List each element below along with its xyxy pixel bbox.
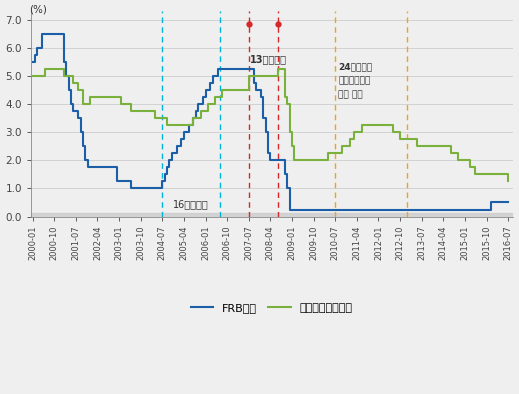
Legend: FRB금리, 한국은행기준금리: FRB금리, 한국은행기준금리 bbox=[187, 299, 357, 318]
Text: 반영 인상: 반영 인상 bbox=[338, 90, 363, 99]
Bar bbox=[31, 213, 513, 219]
Text: 16개월시자: 16개월시자 bbox=[173, 199, 209, 209]
Text: 국내물가상승: 국내물가상승 bbox=[338, 76, 371, 85]
Text: 13개월시자: 13개월시자 bbox=[250, 54, 287, 64]
Text: 24개월동안: 24개월동안 bbox=[338, 62, 372, 71]
Text: (%): (%) bbox=[29, 4, 47, 14]
